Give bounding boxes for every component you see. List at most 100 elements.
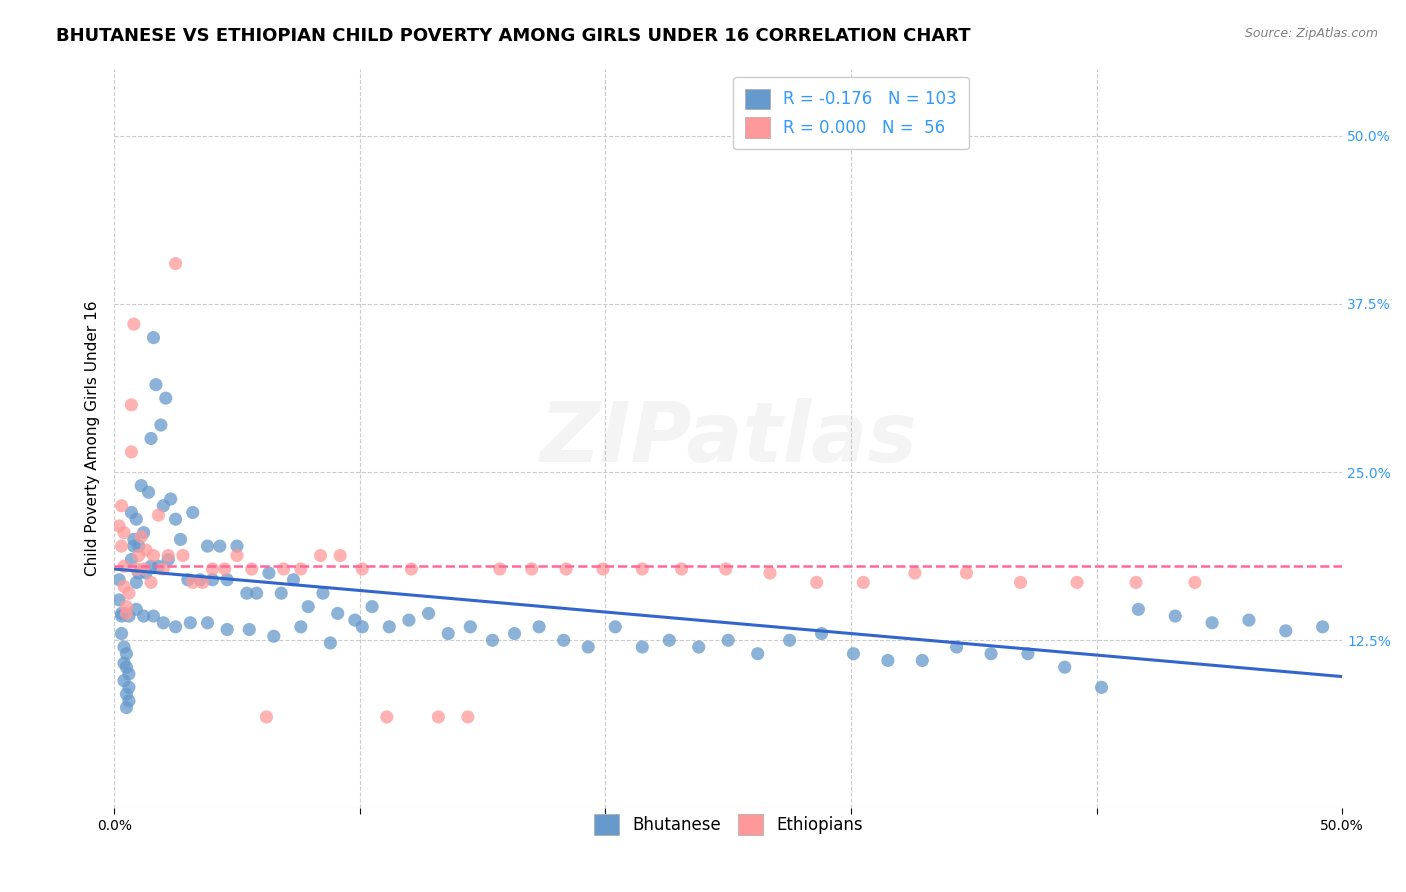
Point <box>125 562 148 576</box>
Point <box>108 573 131 587</box>
Point <box>1066 575 1088 590</box>
Point <box>148 508 170 523</box>
Point <box>256 710 278 724</box>
Point <box>120 398 142 412</box>
Point <box>110 539 132 553</box>
Point <box>115 599 138 614</box>
Point <box>226 539 249 553</box>
Point <box>263 629 285 643</box>
Point <box>236 586 259 600</box>
Point <box>118 667 141 681</box>
Point <box>197 539 219 553</box>
Point <box>132 525 155 540</box>
Point <box>527 620 550 634</box>
Point <box>120 552 142 566</box>
Point <box>326 607 349 621</box>
Point <box>110 607 132 621</box>
Point <box>125 602 148 616</box>
Point <box>112 640 135 654</box>
Point <box>688 640 710 654</box>
Point <box>181 506 204 520</box>
Point <box>115 660 138 674</box>
Point <box>201 562 224 576</box>
Point <box>1237 613 1260 627</box>
Point <box>553 633 575 648</box>
Point <box>201 573 224 587</box>
Point <box>157 552 180 566</box>
Point <box>460 620 482 634</box>
Point <box>481 633 503 648</box>
Point <box>125 575 148 590</box>
Point <box>135 543 157 558</box>
Point <box>148 559 170 574</box>
Point <box>842 647 865 661</box>
Point <box>329 549 352 563</box>
Point <box>115 647 138 661</box>
Point <box>112 673 135 688</box>
Point <box>122 317 145 331</box>
Point <box>1274 624 1296 638</box>
Point <box>118 609 141 624</box>
Point <box>401 562 423 576</box>
Point <box>165 257 187 271</box>
Point <box>142 330 165 344</box>
Point <box>115 607 138 621</box>
Point <box>129 530 152 544</box>
Point <box>955 566 977 580</box>
Point <box>112 656 135 670</box>
Point <box>503 626 526 640</box>
Point <box>197 615 219 630</box>
Point <box>631 640 654 654</box>
Point <box>152 499 174 513</box>
Point <box>290 562 312 576</box>
Point <box>418 607 440 621</box>
Point <box>188 573 211 587</box>
Point <box>520 562 543 576</box>
Point <box>1312 620 1334 634</box>
Point <box>152 615 174 630</box>
Point <box>398 613 420 627</box>
Point <box>312 586 335 600</box>
Text: ZIPatlas: ZIPatlas <box>540 398 917 479</box>
Point <box>592 562 614 576</box>
Point <box>128 566 150 580</box>
Point <box>270 586 292 600</box>
Point <box>714 562 737 576</box>
Point <box>132 609 155 624</box>
Point <box>1010 575 1032 590</box>
Point <box>437 626 460 640</box>
Point <box>257 566 280 580</box>
Point <box>297 599 319 614</box>
Point <box>283 573 305 587</box>
Point <box>309 549 332 563</box>
Point <box>361 599 384 614</box>
Point <box>759 566 782 580</box>
Point <box>488 562 510 576</box>
Point <box>118 681 141 695</box>
Point <box>132 562 155 576</box>
Point <box>108 519 131 533</box>
Point <box>157 549 180 563</box>
Point <box>1125 575 1147 590</box>
Point <box>246 586 269 600</box>
Text: Source: ZipAtlas.com: Source: ZipAtlas.com <box>1244 27 1378 40</box>
Point <box>122 533 145 547</box>
Point <box>217 623 239 637</box>
Point <box>1201 615 1223 630</box>
Point <box>149 417 172 432</box>
Point <box>980 647 1002 661</box>
Point <box>904 566 927 580</box>
Point <box>226 549 249 563</box>
Point <box>139 559 162 574</box>
Point <box>165 512 187 526</box>
Point <box>876 653 898 667</box>
Point <box>112 579 135 593</box>
Point <box>217 573 239 587</box>
Point <box>110 499 132 513</box>
Point <box>457 710 479 724</box>
Point <box>129 478 152 492</box>
Point <box>128 549 150 563</box>
Point <box>343 613 366 627</box>
Point <box>945 640 967 654</box>
Point <box>427 710 450 724</box>
